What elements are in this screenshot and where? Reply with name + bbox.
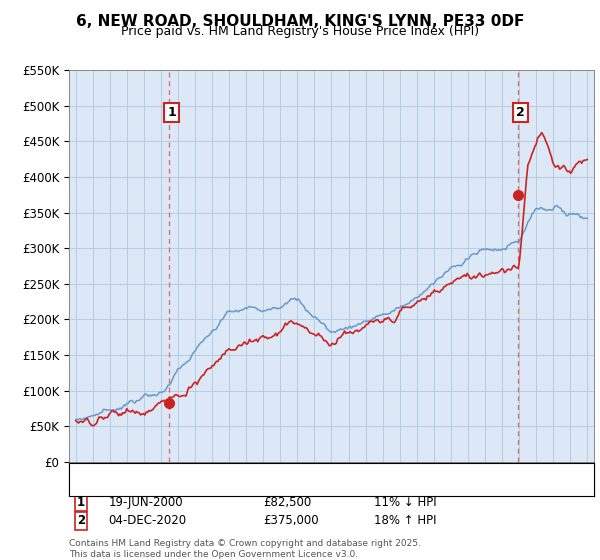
Text: 04-DEC-2020: 04-DEC-2020 xyxy=(109,514,187,528)
Text: 2: 2 xyxy=(516,106,524,119)
Text: 6, NEW ROAD, SHOULDHAM, KING'S LYNN, PE33 0DF (detached house): 6, NEW ROAD, SHOULDHAM, KING'S LYNN, PE3… xyxy=(105,467,493,477)
Text: Price paid vs. HM Land Registry's House Price Index (HPI): Price paid vs. HM Land Registry's House … xyxy=(121,25,479,38)
Text: HPI: Average price, detached house, King's Lynn and West Norfolk: HPI: Average price, detached house, King… xyxy=(105,483,466,493)
Text: 18% ↑ HPI: 18% ↑ HPI xyxy=(373,514,436,528)
Text: 2: 2 xyxy=(77,514,85,528)
Text: £82,500: £82,500 xyxy=(263,496,311,509)
Text: 11% ↓ HPI: 11% ↓ HPI xyxy=(373,496,436,509)
Text: 19-JUN-2000: 19-JUN-2000 xyxy=(109,496,183,509)
Text: £375,000: £375,000 xyxy=(263,514,319,528)
Text: HPI: Average price, detached house, King's Lynn and West Norfolk: HPI: Average price, detached house, King… xyxy=(109,483,469,492)
Text: 6, NEW ROAD, SHOULDHAM, KING'S LYNN, PE33 0DF: 6, NEW ROAD, SHOULDHAM, KING'S LYNN, PE3… xyxy=(76,14,524,29)
Text: 1: 1 xyxy=(77,496,85,509)
Text: 1: 1 xyxy=(167,106,176,119)
Text: Contains HM Land Registry data © Crown copyright and database right 2025.
This d: Contains HM Land Registry data © Crown c… xyxy=(69,539,421,559)
Text: ─────: ───── xyxy=(75,467,109,477)
Text: 6, NEW ROAD, SHOULDHAM, KING'S LYNN, PE33 0DF (detached house): 6, NEW ROAD, SHOULDHAM, KING'S LYNN, PE3… xyxy=(109,467,496,477)
Text: ─────: ───── xyxy=(75,483,109,493)
